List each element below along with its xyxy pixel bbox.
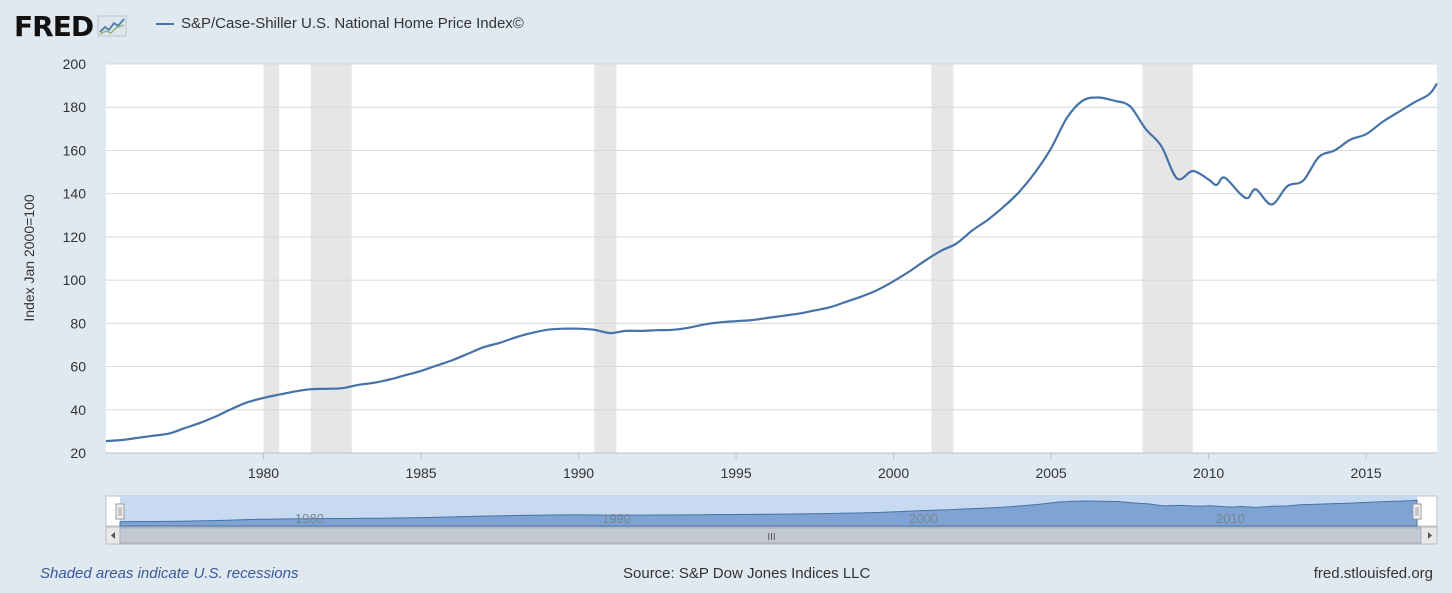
y-tick-label: 80 [70, 315, 86, 331]
recession-band [594, 64, 617, 453]
y-tick-label: 180 [63, 99, 87, 115]
navigator-series-area [119, 499, 1418, 527]
navigator-right-handle[interactable] [1412, 503, 1422, 520]
recession-band [310, 64, 352, 453]
navigator-label: 2010 [1216, 511, 1245, 526]
scroll-left-arrow-icon[interactable] [111, 532, 115, 539]
y-tick-label: 200 [63, 56, 87, 72]
x-tick-label: 1980 [248, 465, 279, 481]
x-tick-label: 2015 [1351, 465, 1382, 481]
y-tick-label: 120 [63, 229, 87, 245]
scroll-right-arrow-icon[interactable] [1428, 532, 1432, 539]
recession-band [263, 64, 280, 453]
navigator-label: 2000 [909, 511, 938, 526]
series-line [105, 82, 1438, 443]
scrollbar-grip: III [767, 532, 775, 543]
y-tick-label: 160 [63, 142, 87, 158]
source-text: Source: S&P Dow Jones Indices LLC [623, 565, 871, 582]
y-tick-label: 40 [70, 402, 86, 418]
x-tick-label: 2005 [1036, 465, 1067, 481]
y-tick-label: 20 [70, 445, 86, 461]
x-tick-label: 1995 [720, 465, 751, 481]
x-tick-label: 1990 [563, 465, 594, 481]
legend-swatch [156, 22, 174, 25]
legend-label: S&P/Case-Shiller U.S. National Home Pric… [181, 15, 524, 32]
chart-legend[interactable]: S&P/Case-Shiller U.S. National Home Pric… [156, 15, 524, 32]
y-axis-title: Index Jan 2000=100 [21, 194, 37, 321]
x-tick-label: 2000 [878, 465, 909, 481]
logo-text: FRED [14, 9, 94, 43]
recession-band [1142, 64, 1193, 453]
y-tick-label: 60 [70, 359, 86, 375]
navigator-label: 1990 [602, 511, 631, 526]
fred-logo[interactable]: FRED [14, 8, 127, 44]
site-link[interactable]: fred.stlouisfed.org [1313, 565, 1433, 582]
y-tick-label: 100 [63, 272, 87, 288]
navigator-label: 1980 [295, 511, 324, 526]
recession-band [931, 64, 954, 453]
y-tick-label: 140 [63, 186, 87, 202]
plot-area [106, 64, 1437, 453]
x-tick-label: 2010 [1193, 465, 1224, 481]
x-tick-label: 1985 [405, 465, 436, 481]
recession-note: Shaded areas indicate U.S. recessions [40, 565, 299, 582]
scrollbar-thumb[interactable] [119, 527, 1422, 544]
navigator-left-handle[interactable] [115, 503, 125, 520]
line-chart-icon [97, 15, 127, 37]
